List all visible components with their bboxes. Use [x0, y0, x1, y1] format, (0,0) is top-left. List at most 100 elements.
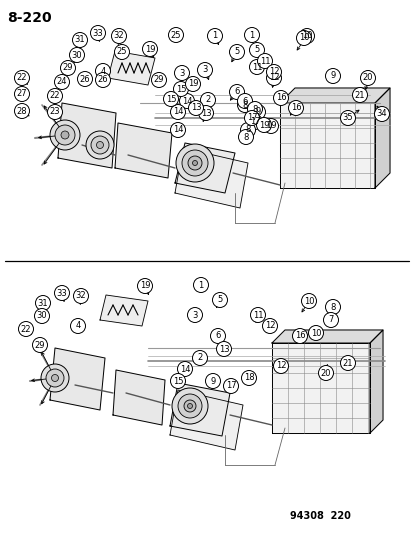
Ellipse shape [182, 150, 207, 176]
Ellipse shape [96, 141, 103, 149]
Circle shape [70, 319, 85, 334]
Text: 29: 29 [63, 63, 73, 72]
Circle shape [238, 130, 253, 144]
Text: 32: 32 [76, 292, 86, 301]
Circle shape [60, 61, 75, 76]
Circle shape [19, 321, 33, 336]
Circle shape [14, 103, 29, 118]
Circle shape [47, 88, 62, 103]
Circle shape [339, 356, 355, 370]
Text: 22: 22 [17, 74, 27, 83]
Text: 19: 19 [145, 44, 155, 53]
Circle shape [237, 93, 252, 109]
Circle shape [34, 309, 50, 324]
Text: 23: 23 [50, 108, 60, 117]
Text: 2: 2 [197, 353, 202, 362]
Text: 28: 28 [17, 107, 27, 116]
Polygon shape [170, 383, 230, 436]
Text: 15: 15 [172, 376, 183, 385]
Text: 8: 8 [245, 125, 250, 134]
Text: 12: 12 [275, 361, 285, 370]
Polygon shape [175, 148, 247, 208]
Circle shape [360, 70, 375, 85]
Text: 12: 12 [264, 321, 275, 330]
Circle shape [223, 378, 238, 393]
Text: 26: 26 [79, 75, 90, 84]
Polygon shape [369, 330, 382, 433]
Text: 13: 13 [218, 344, 229, 353]
Circle shape [237, 98, 252, 112]
Circle shape [296, 30, 311, 45]
Text: 32: 32 [114, 31, 124, 41]
Circle shape [244, 110, 259, 125]
Text: 1: 1 [212, 31, 217, 41]
Circle shape [250, 104, 265, 119]
Text: 21: 21 [342, 359, 352, 367]
Circle shape [69, 47, 84, 62]
Text: 14: 14 [179, 365, 190, 374]
Circle shape [210, 328, 225, 343]
Circle shape [256, 117, 271, 133]
Circle shape [262, 319, 277, 334]
Text: 6: 6 [234, 87, 239, 96]
Circle shape [273, 359, 288, 374]
Circle shape [263, 118, 278, 133]
Circle shape [339, 110, 355, 125]
Text: 6: 6 [242, 96, 247, 106]
Circle shape [325, 69, 339, 84]
Ellipse shape [61, 131, 69, 139]
Text: 2: 2 [205, 95, 210, 104]
Text: 22: 22 [50, 92, 60, 101]
Text: 20: 20 [362, 74, 373, 83]
Polygon shape [50, 348, 105, 410]
Text: 16: 16 [275, 93, 286, 102]
Polygon shape [271, 330, 382, 343]
Circle shape [229, 85, 244, 100]
Text: 11: 11 [251, 62, 261, 71]
Text: 35: 35 [342, 114, 352, 123]
Polygon shape [113, 370, 165, 425]
Circle shape [137, 279, 152, 294]
Text: 16: 16 [290, 103, 301, 112]
Text: 15: 15 [176, 85, 186, 93]
Text: 9: 9 [210, 376, 215, 385]
Text: 5: 5 [217, 295, 222, 304]
Polygon shape [279, 88, 389, 103]
Text: 19: 19 [265, 122, 275, 131]
Circle shape [292, 328, 307, 343]
Circle shape [142, 42, 157, 56]
Text: 14: 14 [172, 108, 183, 117]
Text: 19: 19 [258, 120, 268, 130]
Polygon shape [374, 88, 389, 188]
Circle shape [197, 62, 212, 77]
Circle shape [74, 288, 88, 303]
Circle shape [318, 366, 333, 381]
Text: 8-220: 8-220 [7, 11, 52, 25]
Text: 18: 18 [243, 374, 254, 383]
Text: 13: 13 [200, 109, 211, 117]
Text: 19: 19 [140, 281, 150, 290]
Ellipse shape [51, 375, 58, 382]
Ellipse shape [171, 388, 207, 424]
Polygon shape [108, 51, 154, 85]
Circle shape [308, 326, 323, 341]
Circle shape [177, 361, 192, 376]
Circle shape [114, 44, 129, 60]
Polygon shape [100, 295, 147, 326]
Text: 9: 9 [255, 108, 260, 117]
Text: 1: 1 [198, 280, 203, 289]
Text: 1: 1 [249, 30, 254, 39]
Text: 8: 8 [243, 133, 248, 141]
Polygon shape [170, 390, 242, 450]
Circle shape [188, 101, 203, 116]
Text: 4: 4 [100, 67, 105, 76]
Text: 8: 8 [242, 101, 247, 109]
Circle shape [301, 294, 316, 309]
Text: 5: 5 [254, 45, 259, 54]
Circle shape [170, 123, 185, 138]
Ellipse shape [50, 120, 80, 150]
Circle shape [374, 107, 389, 122]
Circle shape [47, 104, 62, 119]
Text: 34: 34 [376, 109, 387, 118]
Text: 16: 16 [294, 332, 304, 341]
